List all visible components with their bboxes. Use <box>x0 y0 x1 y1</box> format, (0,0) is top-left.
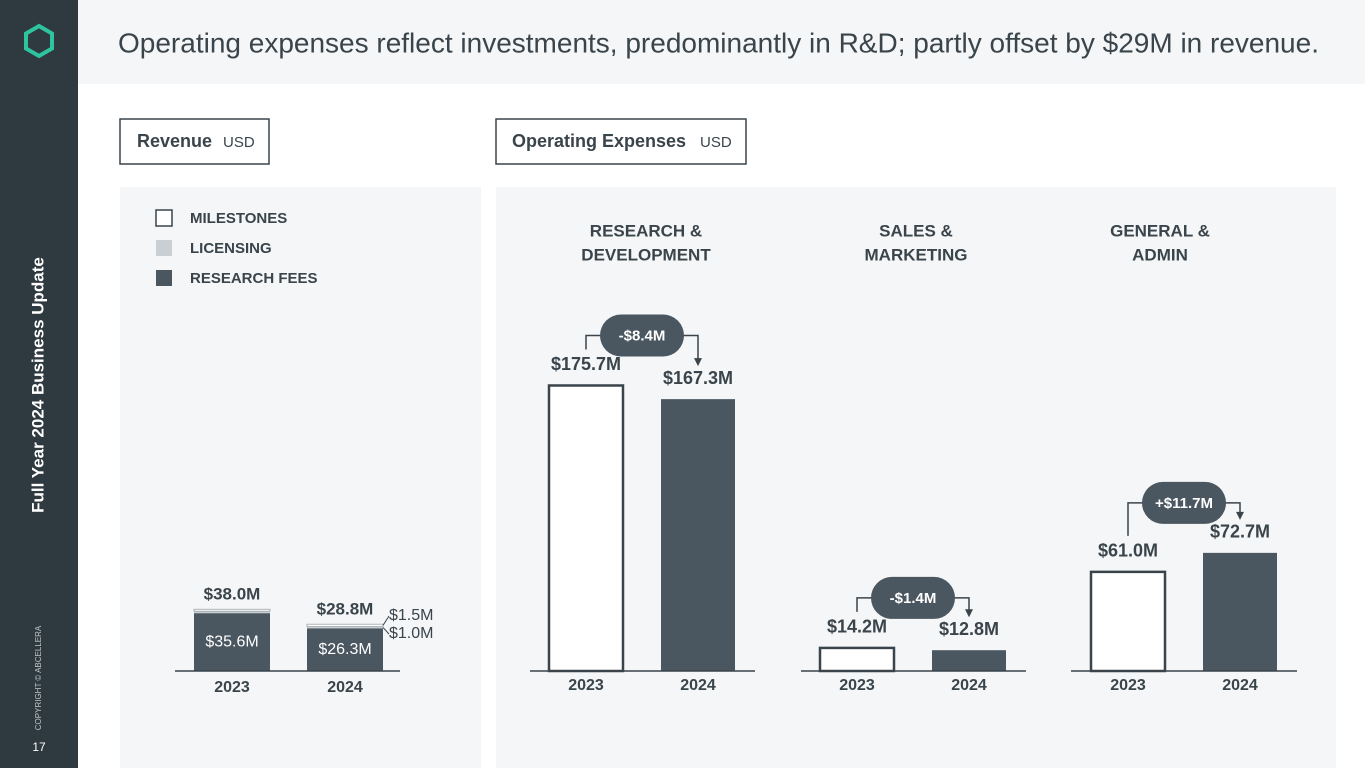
bar <box>932 650 1006 671</box>
legend-label: MILESTONES <box>190 210 287 227</box>
bar-segment <box>306 623 384 628</box>
chart-title: ADMIN <box>1132 245 1188 264</box>
segment-label: $1.0M <box>389 625 433 642</box>
category-label: 2024 <box>951 677 987 694</box>
legend-label: RESEARCH FEES <box>190 270 318 287</box>
arrow-head <box>694 358 702 367</box>
legend-label: LICENSING <box>190 240 272 257</box>
sidebar <box>0 0 78 768</box>
bar-segment <box>194 613 270 671</box>
bar <box>1089 570 1167 673</box>
category-label: 2024 <box>680 677 716 694</box>
bar-segment <box>307 626 383 629</box>
category-label: 2024 <box>1222 677 1258 694</box>
panel-title: Operating Expenses <box>512 131 686 151</box>
total-label: $28.8M <box>317 600 374 619</box>
change-label: -$8.4M <box>619 327 666 344</box>
value-label: $61.0M <box>1098 541 1158 561</box>
legend-swatch <box>155 209 173 227</box>
value-label: $14.2M <box>827 617 887 637</box>
bar-segment <box>307 628 383 671</box>
header-title: Operating expenses reflect investments, … <box>118 27 1319 58</box>
logo <box>24 23 54 59</box>
panel-label <box>119 118 270 165</box>
bar-segment <box>193 608 271 612</box>
chart-title: MARKETING <box>865 245 968 264</box>
value-label: $167.3M <box>663 368 733 388</box>
leader <box>382 615 390 626</box>
arrow-head <box>1236 511 1244 520</box>
copyright: COPYRIGHT © ABCELLERA <box>34 625 43 730</box>
bar <box>661 399 735 671</box>
category-label: 2023 <box>839 677 875 694</box>
segment-label: $26.3M <box>318 641 371 658</box>
panel-label <box>495 118 747 165</box>
change-pill <box>600 314 684 357</box>
arrow-head <box>965 609 973 618</box>
segment-label: $35.6M <box>205 633 258 650</box>
panel-unit: USD <box>223 134 255 151</box>
legend-swatch <box>156 270 172 286</box>
legend-swatch <box>156 240 172 256</box>
category-label: 2024 <box>327 679 363 696</box>
chart-title: SALES & <box>879 221 953 240</box>
bar <box>818 646 896 673</box>
chart-title: GENERAL & <box>1110 221 1210 240</box>
page-number: 17 <box>32 740 46 754</box>
category-label: 2023 <box>214 679 250 696</box>
value-label: $175.7M <box>551 354 621 374</box>
bar <box>547 384 625 673</box>
change-pill <box>1142 481 1226 524</box>
value-label: $12.8M <box>939 619 999 639</box>
change-pill <box>871 576 955 619</box>
chart-title: DEVELOPMENT <box>581 245 711 264</box>
bar <box>1203 552 1277 671</box>
value-label: $72.7M <box>1210 522 1270 542</box>
change-label: -$1.4M <box>890 590 937 607</box>
category-label: 2023 <box>568 677 604 694</box>
panel-unit: USD <box>700 134 732 151</box>
panel-title: Revenue <box>137 131 212 151</box>
leader <box>382 627 390 635</box>
change-label: +$11.7M <box>1155 495 1213 512</box>
category-label: 2023 <box>1110 677 1146 694</box>
chart-title: RESEARCH & <box>590 221 702 240</box>
bar-segment <box>194 611 270 614</box>
total-label: $38.0M <box>204 585 261 604</box>
header <box>78 0 1365 84</box>
segment-label: $1.5M <box>389 607 433 624</box>
sidebar-title: Full Year 2024 Business Update <box>28 257 47 513</box>
